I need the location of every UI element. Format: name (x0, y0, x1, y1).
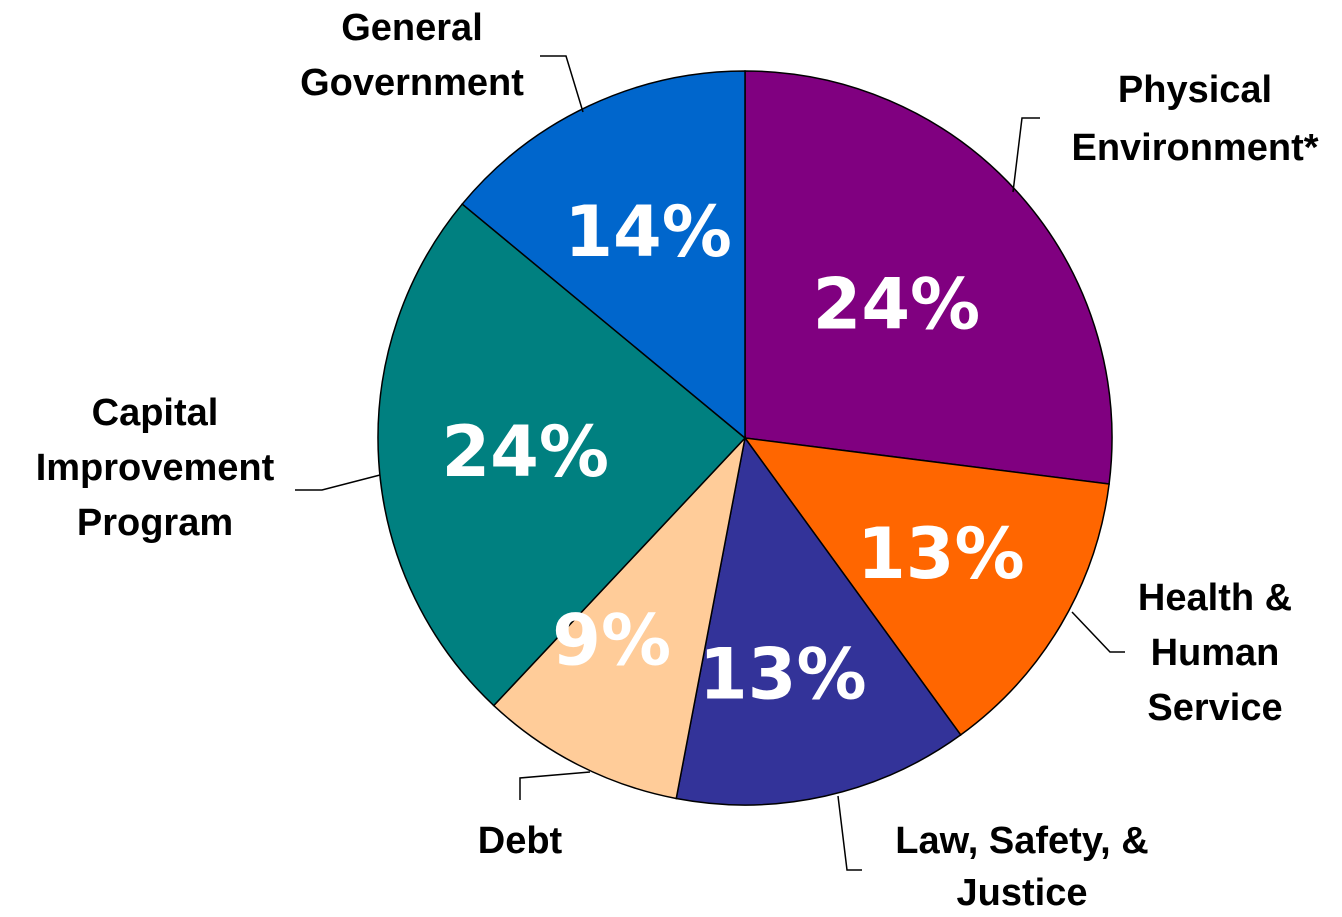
slice-value-label: 14% (564, 191, 732, 273)
pie-slice (492, 435, 747, 800)
pie-slice (461, 70, 746, 440)
slice-category-label: Program (77, 502, 233, 544)
category-labels: Physical Environment* Health & Human Service… (36, 7, 1319, 914)
pie-slice (743, 437, 1110, 736)
pie-slice (675, 436, 962, 806)
slice-category-label: General (341, 7, 483, 49)
slice-category-label: Government (300, 62, 524, 104)
slice-category-label: Law, Safety, & (895, 820, 1148, 862)
slice-category-label: Physical (1118, 69, 1272, 111)
slice-category-label: Justice (957, 872, 1088, 914)
pie-slices (377, 70, 1113, 806)
leader-line (1071, 611, 1125, 653)
slice-category-label: Health & (1138, 577, 1292, 619)
slice-category-label: Improvement (36, 447, 275, 489)
leader-line (519, 771, 591, 800)
slice-category-label: Service (1147, 687, 1282, 729)
slice-value-label: 13% (857, 513, 1025, 595)
slice-category-label: Human (1151, 632, 1280, 674)
slice-category-label: Capital (92, 392, 219, 434)
leader-lines (295, 55, 1125, 871)
slice-value-label: 24% (441, 411, 609, 493)
leader-line (1012, 117, 1040, 193)
leader-line (295, 474, 381, 491)
slice-value-label: 13% (699, 633, 867, 715)
pie-slice (377, 203, 747, 707)
slice-category-label: Debt (478, 820, 563, 862)
slice-value-label: 24% (813, 264, 981, 346)
percentage-labels: 24% 13% 13% 9% 24% 14% (441, 191, 1024, 715)
slice-category-label: Environment* (1071, 127, 1318, 169)
leader-line (837, 795, 862, 871)
pie-slice (744, 70, 1113, 485)
slice-value-label: 9% (552, 600, 671, 682)
leader-line (540, 55, 584, 113)
